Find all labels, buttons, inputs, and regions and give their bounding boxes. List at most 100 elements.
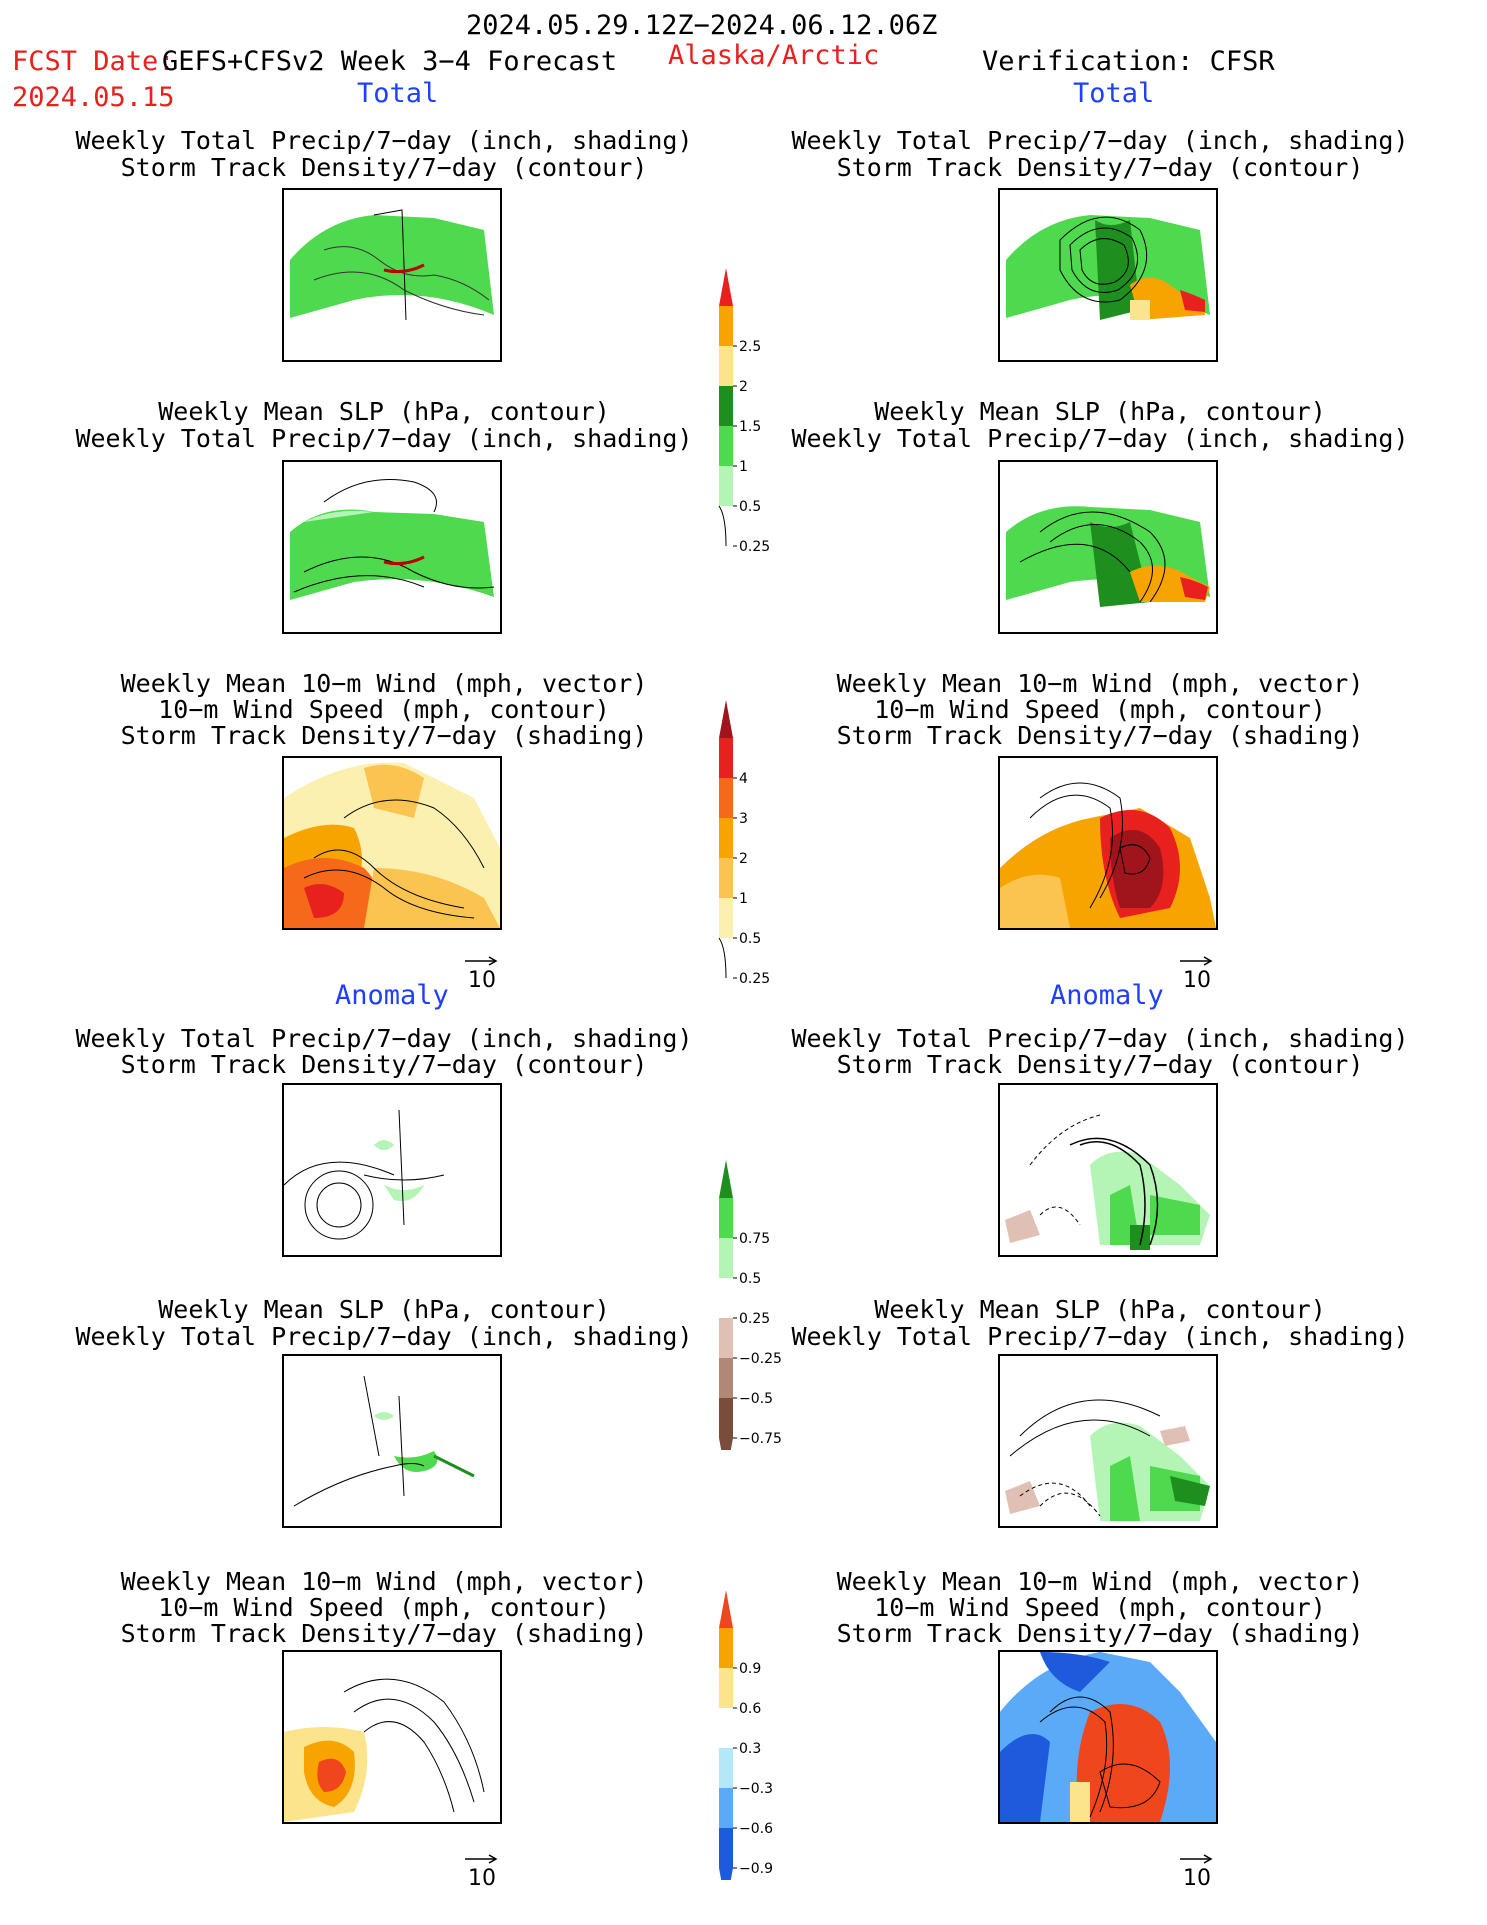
title-r5-left-line2: Weekly Total Precip/7−day (inch, shading…: [75, 1322, 693, 1351]
colorbar-storm-total: 4 3 2 1 0.5 0.25: [718, 700, 770, 987]
vector-ref-r3-right: 10: [1180, 952, 1230, 993]
colorbar-precip-total: 2.5 2 1.5 1 0.5 0.25: [718, 268, 770, 555]
colorbar-tick-label: 0.5: [739, 499, 761, 515]
title-r1-right-line2: Storm Track Density/7−day (contour): [836, 153, 1364, 182]
colorbar-tick-label: 1: [739, 891, 748, 907]
title-r6-right-line2: 10−m Wind Speed (mph, contour): [874, 1593, 1326, 1622]
title-r4-right-line1: Weekly Total Precip/7−day (inch, shading…: [791, 1024, 1409, 1053]
title-r5-right-line1: Weekly Mean SLP (hPa, contour): [874, 1295, 1326, 1324]
map-r6-left: [282, 1650, 502, 1824]
colorbar-segment: [719, 466, 733, 506]
colorbar-bottom-tip: [719, 1438, 733, 1450]
colorbar-top-tip: [719, 700, 733, 738]
colorbar-segment: [719, 1788, 733, 1828]
colorbar-segment: [719, 1398, 733, 1438]
colorbar-tick-label: −0.5: [739, 1391, 773, 1407]
colorbar-tick-label: 0.5: [739, 1271, 761, 1287]
colorbar-segment: [719, 1198, 733, 1238]
vector-ref-label: 10: [1183, 968, 1211, 993]
section-anomaly-left: Anomaly: [335, 980, 449, 1011]
title-r6-right-line3: Storm Track Density/7−day (shading): [836, 1619, 1364, 1648]
title-r6-left-line2: 10−m Wind Speed (mph, contour): [158, 1593, 610, 1622]
title-r1-left-line2: Storm Track Density/7−day (contour): [120, 153, 648, 182]
title-r3-left-line1: Weekly Mean 10−m Wind (mph, vector): [120, 669, 648, 698]
colorbar-segment: [719, 778, 733, 818]
vector-ref-label: 10: [1183, 1866, 1211, 1891]
colorbar-tick-label: −0.9: [739, 1861, 773, 1877]
map-r2-left: [282, 460, 502, 634]
colorbar-bottom-tip: [719, 1868, 733, 1880]
map-r4-left: [282, 1083, 502, 1257]
colorbar-segment: [719, 1358, 733, 1398]
colorbar-segment: [719, 306, 733, 346]
colorbar-tick-label: 2: [739, 379, 748, 395]
colorbar-tick-label: 0.25: [739, 1311, 770, 1327]
colorbar-top-tip: [719, 268, 733, 306]
title-r6-right-line1: Weekly Mean 10−m Wind (mph, vector): [836, 1567, 1364, 1596]
colorbar-segment: [719, 738, 733, 778]
colorbar-segment: [719, 1628, 733, 1668]
colorbar-storm-anom: 0.9 0.6 0.3 −0.3 −0.6 −0.9: [719, 1590, 773, 1880]
map-r3-right: [998, 756, 1218, 930]
colorbar-tick-label: −0.3: [739, 1781, 773, 1797]
colorbar-tick-label: 0.9: [739, 1661, 761, 1677]
colorbar-segment: [719, 1278, 733, 1318]
vector-ref-r6-left: 10: [465, 1850, 515, 1891]
colorbar-segment: [719, 898, 733, 938]
title-r4-left-line1: Weekly Total Precip/7−day (inch, shading…: [75, 1024, 693, 1053]
title-r5-right-line2: Weekly Total Precip/7−day (inch, shading…: [791, 1322, 1409, 1351]
map-r3-left: [282, 756, 502, 930]
colorbar-tail: [718, 937, 727, 979]
colorbar-segment: [719, 1748, 733, 1788]
colorbar-tick-label: 2.5: [739, 339, 761, 355]
colorbar-tick-label: 3: [739, 811, 748, 827]
colorbar-tick-label: 0.25: [739, 539, 770, 555]
colorbar-tick-label: −0.25: [739, 1351, 782, 1367]
title-r2-right-line1: Weekly Mean SLP (hPa, contour): [874, 397, 1326, 426]
colorbar-segment: [719, 426, 733, 466]
title-r3-right-line3: Storm Track Density/7−day (shading): [836, 721, 1364, 750]
map-r6-right: [998, 1650, 1218, 1824]
colorbar-tick-label: 0.25: [739, 971, 770, 987]
forecast-date: 2024.05.15: [12, 82, 175, 113]
map-r5-right: [998, 1354, 1218, 1528]
colorbar-tick-label: −0.75: [739, 1431, 782, 1447]
vector-ref-label: 10: [468, 968, 496, 993]
title-r6-left-line1: Weekly Mean 10−m Wind (mph, vector): [120, 1567, 648, 1596]
title-r2-left-line2: Weekly Total Precip/7−day (inch, shading…: [75, 424, 693, 453]
date-range: 2024.05.29.12Z−2024.06.12.06Z: [466, 10, 938, 41]
colorbar-segment: [719, 1828, 733, 1868]
map-r1-left: [282, 188, 502, 362]
title-r3-right-line2: 10−m Wind Speed (mph, contour): [874, 695, 1326, 724]
colorbar-top-tip: [719, 1160, 733, 1198]
colorbar-segment: [719, 346, 733, 386]
map-r2-right: [998, 460, 1218, 634]
colorbar-segment: [719, 818, 733, 858]
title-r5-left-line1: Weekly Mean SLP (hPa, contour): [158, 1295, 610, 1324]
section-anomaly-right: Anomaly: [1050, 980, 1164, 1011]
colorbar-segment: [719, 1668, 733, 1708]
vector-ref-r3-left: 10: [465, 952, 515, 993]
map-r5-left: [282, 1354, 502, 1528]
map-r1-right: [998, 188, 1218, 362]
colorbar-tick-label: −0.6: [739, 1821, 773, 1837]
forecast-model: GEFS+CFSv2 Week 3−4 Forecast: [162, 46, 618, 77]
section-total-left: Total: [357, 78, 439, 109]
colorbar-segment: [719, 1238, 733, 1278]
colorbar-tick-label: 0.6: [739, 1701, 761, 1717]
colorbar-tick-label: 0.3: [739, 1741, 761, 1757]
region-label: Alaska/Arctic: [668, 40, 880, 71]
vector-ref-label: 10: [468, 1866, 496, 1891]
colorbar-tick-label: 0.75: [739, 1231, 770, 1247]
colorbar-tick-label: 0.5: [739, 931, 761, 947]
title-r1-left-line1: Weekly Total Precip/7−day (inch, shading…: [75, 126, 693, 155]
colorbar-segment: [719, 1708, 733, 1748]
colorbar-tick-label: 4: [739, 771, 748, 787]
title-r6-left-line3: Storm Track Density/7−day (shading): [120, 1619, 648, 1648]
fcst-date-label: FCST Date:: [12, 46, 175, 77]
colorbar-segment: [719, 1318, 733, 1358]
colorbar-tick-label: 2: [739, 851, 748, 867]
colorbar-segment: [719, 386, 733, 426]
title-r2-right-line2: Weekly Total Precip/7−day (inch, shading…: [791, 424, 1409, 453]
title-r2-left-line1: Weekly Mean SLP (hPa, contour): [158, 397, 610, 426]
